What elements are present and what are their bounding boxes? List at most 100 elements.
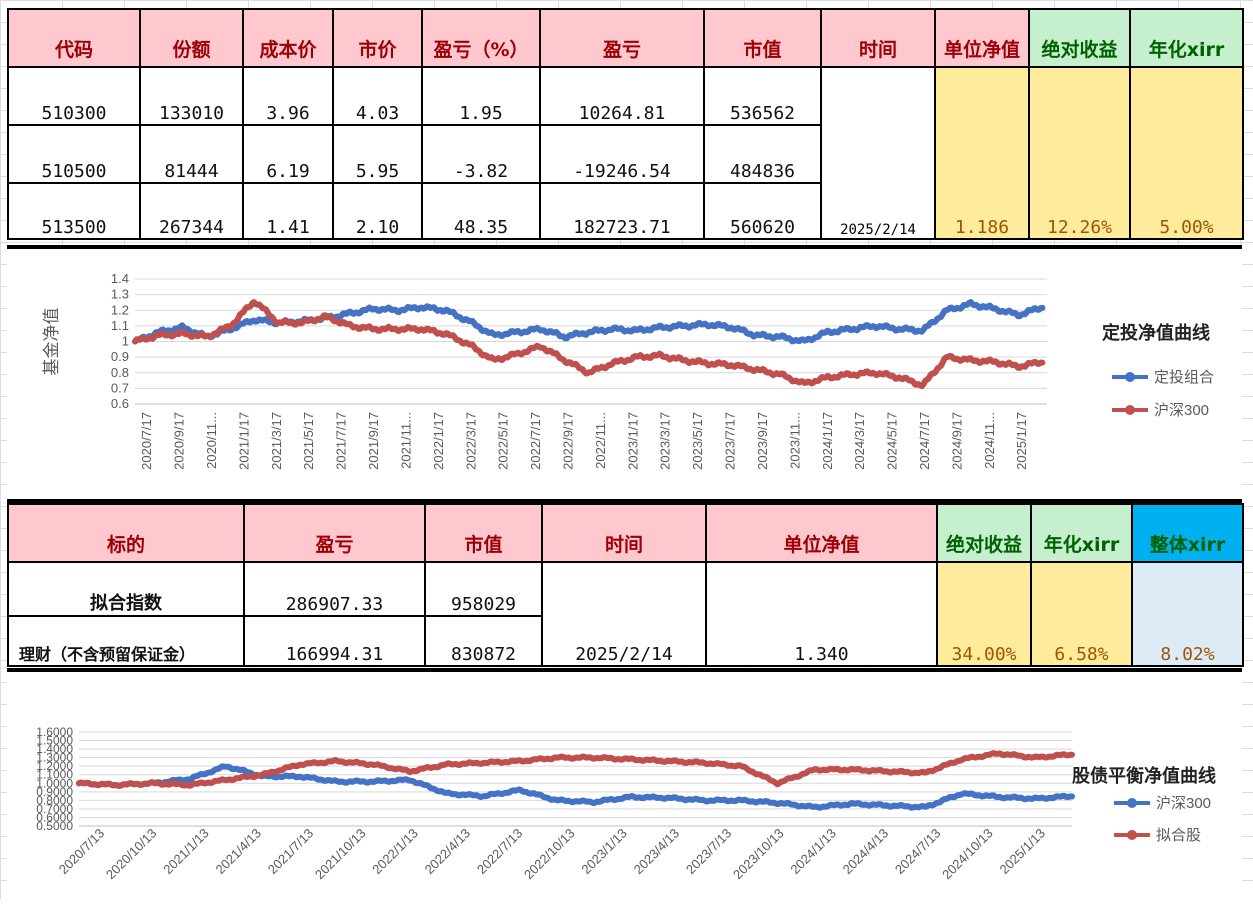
table-row: 理财（不含预留保证金） 166994.31 830872: [7, 615, 1243, 667]
unit-nav-cell[interactable]: 1.186: [934, 66, 1030, 240]
y-tick-label: 0.8000: [36, 793, 73, 807]
legend-label: 定投组合: [1154, 369, 1214, 386]
x-tick-label: 2021/7/13: [265, 826, 317, 878]
summary-table: 标的 盈亏 市值 时间 单位净值 绝对收益 年化xirr 整体xirr 拟合指数 286907…: [7, 503, 1244, 667]
pnl-pct-cell[interactable]: -3.82: [421, 124, 541, 184]
target-cell[interactable]: 拟合指数: [7, 561, 245, 617]
pnl-cell[interactable]: 286907.33: [243, 561, 426, 617]
x-tick-label: 2022/11...: [593, 412, 608, 469]
table2-header-0[interactable]: 标的: [7, 503, 245, 563]
market-value-cell[interactable]: 560620: [703, 182, 822, 240]
table1-header-3[interactable]: 市价: [332, 8, 423, 68]
abs-return-cell[interactable]: 12.26%: [1028, 66, 1131, 240]
table-row: 拟合指数 286907.33 958029 2025/2/14 1.340 34…: [7, 561, 1244, 667]
x-tick-label: 2022/5/17: [496, 412, 511, 470]
table2-header-3[interactable]: 时间: [541, 503, 707, 563]
x-tick-label: 2024/10/13: [939, 826, 996, 883]
shares-cell[interactable]: 81444: [139, 124, 244, 184]
y-tick-label: 1: [122, 334, 129, 349]
table2-header-1[interactable]: 盈亏: [243, 503, 426, 563]
shares-cell[interactable]: 267344: [139, 182, 244, 240]
overall-xirr-cell[interactable]: 8.02%: [1131, 561, 1244, 667]
pnl-cell[interactable]: 10264.81: [539, 66, 705, 126]
x-tick-label: 2020/7/17: [139, 412, 154, 470]
y-tick-label: 0.6000: [36, 810, 73, 824]
table1-header-2[interactable]: 成本价: [242, 8, 334, 68]
price-cell[interactable]: 4.03: [332, 66, 423, 126]
x-tick-label: 2021/10/13: [312, 826, 369, 883]
x-tick-label: 2023/1/13: [578, 826, 630, 878]
series-line-0: [76, 763, 1075, 811]
x-tick-label: 2022/3/17: [463, 412, 478, 470]
code-cell[interactable]: 510300: [7, 66, 141, 126]
cost-cell[interactable]: 3.96: [242, 66, 334, 126]
table1-header-8[interactable]: 单位净值: [934, 8, 1030, 68]
pnl-cell[interactable]: 182723.71: [539, 182, 705, 240]
x-tick-label: 2024/9/17: [949, 412, 964, 470]
x-tick-label: 2024/11...: [982, 412, 997, 469]
cost-cell[interactable]: 6.19: [242, 124, 334, 184]
x-tick-label: 2024/3/17: [852, 412, 867, 470]
x-tick-label: 2025/1/17: [1014, 412, 1029, 470]
series-line-1: [76, 750, 1075, 789]
x-tick-label: 2021/7/17: [334, 412, 349, 470]
legend-marker: [1125, 405, 1135, 415]
x-tick-label: 2022/1/13: [369, 826, 421, 878]
abs-return-cell[interactable]: 34.00%: [936, 561, 1032, 667]
pnl-cell[interactable]: 166994.31: [243, 615, 426, 667]
target-cell[interactable]: 理财（不含预留保证金）: [7, 615, 245, 667]
table-row: 510300 133010 3.96 4.03 1.95 10264.81 53…: [7, 66, 1244, 240]
code-cell[interactable]: 513500: [7, 182, 141, 240]
x-tick-label: 2022/9/17: [561, 412, 576, 470]
y-tick-label: 1.0000: [36, 776, 73, 790]
y-tick-label: 1.3: [111, 287, 129, 302]
market-value-cell[interactable]: 830872: [424, 615, 543, 667]
cost-cell[interactable]: 1.41: [242, 182, 334, 240]
x-tick-label: 2022/7/17: [528, 412, 543, 470]
price-cell[interactable]: 2.10: [332, 182, 423, 240]
market-value-cell[interactable]: 958029: [424, 561, 543, 617]
table2-header-2[interactable]: 市值: [424, 503, 543, 563]
series-line-0: [132, 299, 1046, 345]
time-cell[interactable]: 2025/2/14: [541, 561, 707, 667]
market-value-cell[interactable]: 484836: [703, 124, 822, 184]
table-row: 513500 267344 1.41 2.10 48.35 182723.71 …: [7, 182, 1243, 240]
shares-cell[interactable]: 133010: [139, 66, 244, 126]
legend-label: 拟合股: [1156, 827, 1201, 844]
x-tick-label: 2020/7/13: [56, 826, 108, 878]
table1-header-7[interactable]: 时间: [820, 8, 936, 68]
table1-header-5[interactable]: 盈亏: [539, 8, 705, 68]
table2-header-5[interactable]: 绝对收益: [936, 503, 1032, 563]
pnl-pct-cell[interactable]: 1.95: [421, 66, 541, 126]
pnl-pct-cell[interactable]: 48.35: [421, 182, 541, 240]
x-tick-label: 2021/5/17: [301, 412, 316, 470]
x-tick-label: 2024/7/13: [892, 826, 944, 878]
y-tick-label: 0.8: [111, 365, 129, 380]
chart-title: 股债平衡净值曲线: [1071, 765, 1216, 786]
chart-title: 定投净值曲线: [1102, 322, 1210, 343]
x-tick-label: 2023/3/17: [658, 412, 673, 470]
table1-header-0[interactable]: 代码: [7, 8, 141, 68]
table2-header-4[interactable]: 单位净值: [705, 503, 938, 563]
unit-nav-cell[interactable]: 1.340: [705, 561, 938, 667]
y-tick-label: 1.2: [111, 302, 129, 317]
legend-label: 沪深300: [1156, 795, 1211, 812]
table2-header-6[interactable]: 年化xirr: [1030, 503, 1133, 563]
price-cell[interactable]: 5.95: [332, 124, 423, 184]
y-tick-label: 0.9000: [36, 785, 73, 799]
holdings-table: 代码 份额 成本价 市价 盈亏（%） 盈亏 市值 时间 单位净值 绝对收益 年化xirr 51030…: [7, 8, 1244, 240]
market-value-cell[interactable]: 536562: [703, 66, 822, 126]
table1-header-4[interactable]: 盈亏（%）: [421, 8, 541, 68]
table1-header-9[interactable]: 绝对收益: [1028, 8, 1131, 68]
table1-header-10[interactable]: 年化xirr: [1129, 8, 1244, 68]
xirr-cell[interactable]: 6.58%: [1030, 561, 1133, 667]
table2-header-7[interactable]: 整体xirr: [1131, 503, 1244, 563]
time-cell[interactable]: 2025/2/14: [820, 66, 936, 240]
y-axis-label: 基金净值: [42, 308, 61, 376]
code-cell[interactable]: 510500: [7, 124, 141, 184]
table1-header-6[interactable]: 市值: [703, 8, 822, 68]
x-tick-label: 2024/4/13: [840, 826, 892, 878]
xirr-cell[interactable]: 5.00%: [1129, 66, 1244, 240]
pnl-cell[interactable]: -19246.54: [539, 124, 705, 184]
table1-header-1[interactable]: 份额: [139, 8, 244, 68]
